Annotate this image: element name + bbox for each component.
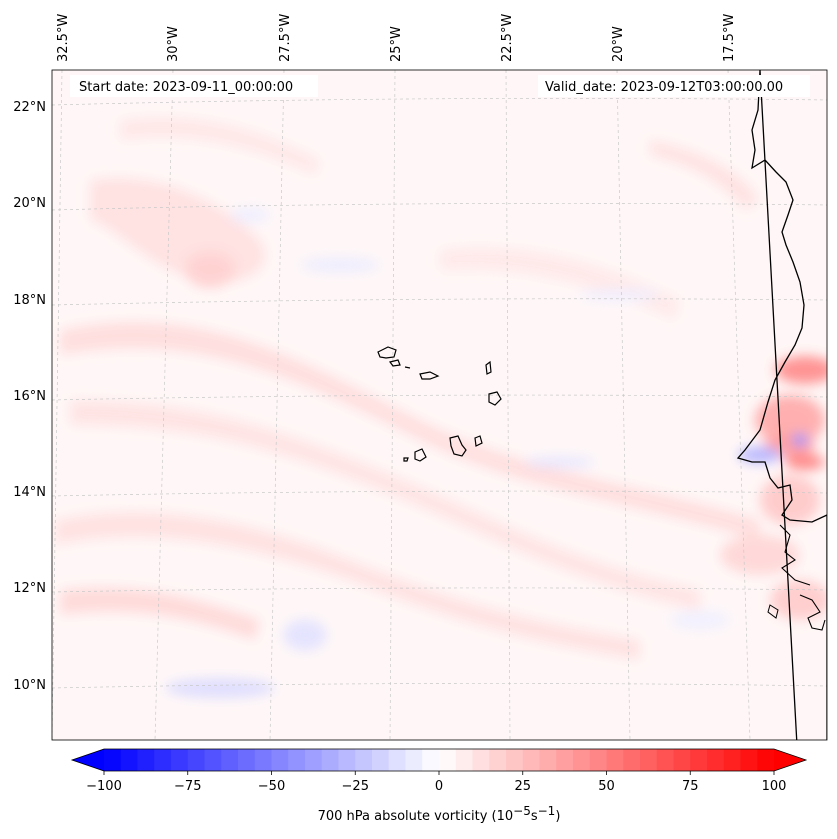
valid-date-box [538,75,810,97]
colorbar-segment [472,749,490,771]
start-date-label: Start date: 2023-09-11_00:00:00 [79,80,293,95]
lon-label: 25°W [389,26,404,62]
lat-label: 20°N [13,196,46,211]
colorbar-segment [573,749,591,771]
colorbar-segment [120,749,138,771]
colorbar-segment [539,749,557,771]
colorbar-label: 700 hPa absolute vorticity (10−5s−1) [318,804,561,824]
colorbar-segment [623,749,641,771]
colorbar-segment [723,749,741,771]
colorbar-tick-label: −75 [174,779,201,794]
lat-label: 18°N [13,293,46,308]
colorbar-segment [422,749,440,771]
colorbar-segments [104,749,775,771]
colorbar-segment [171,749,189,771]
colorbar-tick-label: 75 [682,779,699,794]
valid-date-label: Valid_date: 2023-09-12T03:00:00.00 [545,80,783,95]
latitude-labels: 22°N 20°N 18°N 16°N 14°N 12°N 10°N [13,100,46,693]
colorbar-segment [355,749,373,771]
colorbar-segment [707,749,725,771]
colorbar-segment [405,749,423,771]
colorbar-segment [506,749,524,771]
colorbar-tick-label: 0 [435,779,443,794]
colorbar-segment [321,749,339,771]
colorbar-tick-label: 50 [598,779,615,794]
lon-label: 20°W [611,26,626,62]
colorbar-segment [104,749,122,771]
lon-label: 27.5°W [278,14,293,62]
colorbar-segment [238,749,256,771]
colorbar-segment [556,749,574,771]
colorbar-tick-label: −100 [86,779,122,794]
colorbar-segment [288,749,306,771]
colorbar-segment [154,749,172,771]
colorbar-segment [221,749,239,771]
colorbar-segment [338,749,356,771]
colorbar-segment [673,749,691,771]
lon-label: 30°W [166,26,181,62]
africa-coastline [736,70,827,740]
colorbar-segment [690,749,708,771]
colorbar-segment [489,749,507,771]
colorbar-segment [606,749,624,771]
colorbar-segment [204,749,222,771]
longitude-labels: 32.5°W 30°W 27.5°W 25°W 22.5°W 20°W 17.5… [56,14,737,62]
colorbar-tick-label: −50 [258,779,285,794]
cape-verde-islands [377,346,502,462]
colorbar-segment [254,749,272,771]
colorbar-segment [271,749,289,771]
colorbar-segment [522,749,540,771]
colorbar-segment [439,749,457,771]
colorbar-max-extend [774,749,806,771]
lat-label: 12°N [13,581,46,596]
colorbar-segment [388,749,406,771]
lat-label: 10°N [13,678,46,693]
colorbar-segment [455,749,473,771]
start-date-box [70,75,318,97]
graticule [52,70,827,740]
lat-label: 22°N [13,100,46,115]
colorbar: −100 −75 −50 −25 0 25 50 75 100 700 hPa absolute… [70,748,808,824]
colorbar-segment [305,749,323,771]
map-panel[interactable]: Start date: 2023-09-11_00:00:00 Valid_da… [51,69,835,800]
vorticity-field [52,70,827,740]
lat-label: 14°N [13,485,46,500]
colorbar-tick-label: 100 [762,779,787,794]
colorbar-min-extend [72,749,104,771]
lat-label: 16°N [13,389,46,404]
colorbar-segment [372,749,390,771]
colorbar-segment [640,749,658,771]
colorbar-tick-label: 25 [514,779,531,794]
colorbar-tick-label: −25 [342,779,369,794]
colorbar-segment [757,749,775,771]
colorbar-segment [187,749,205,771]
lon-label: 32.5°W [56,14,71,62]
lon-label: 22.5°W [500,14,515,62]
colorbar-segment [656,749,674,771]
map-frame [51,69,828,741]
colorbar-ticks: −100 −75 −50 −25 0 25 50 75 100 [86,771,786,794]
colorbar-segment [589,749,607,771]
colorbar-segment [740,749,758,771]
lon-label: 17.5°W [722,14,737,62]
colorbar-segment [137,749,155,771]
